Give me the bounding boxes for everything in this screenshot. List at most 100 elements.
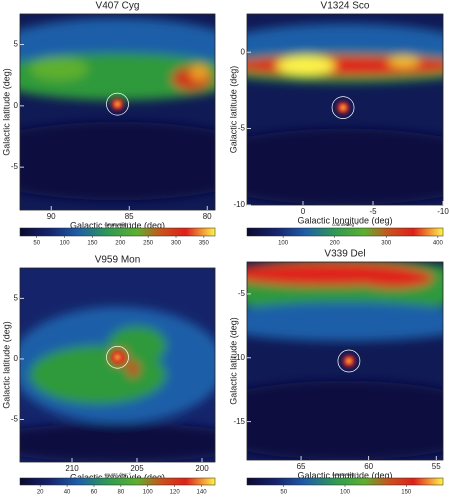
colorbar-tick-label: 350 <box>199 241 210 247</box>
frame <box>19 267 216 463</box>
colorbar-tick-label: 300 <box>381 241 392 247</box>
emission <box>247 23 443 205</box>
panel-title: V959 Mon <box>95 255 141 266</box>
colorbar-tick-label: 60 <box>91 490 98 496</box>
source-ring <box>106 92 129 116</box>
colorbar-tick-label: 400 <box>433 241 444 247</box>
x-tick-label: 60 <box>364 462 373 471</box>
emission-blob <box>189 64 210 81</box>
emission-blob <box>20 423 215 462</box>
colorbar-tick-label: 100 <box>340 490 351 496</box>
colorbar-tick-label: 50 <box>280 490 287 496</box>
emission-blob <box>276 56 336 76</box>
heatmap-image <box>247 262 443 460</box>
x-axis-label: Galactic longitude (deg) <box>297 215 392 225</box>
colorbar <box>246 477 444 486</box>
colorbar-tick-label: 150 <box>87 241 98 247</box>
emission-blob <box>247 380 443 460</box>
colorbar-tick-label: 250 <box>143 241 154 247</box>
x-tick-label: 200 <box>195 464 209 473</box>
emission-blob <box>127 361 139 377</box>
y-tick-label: -10 <box>233 353 245 362</box>
colorbar-tick-label: 100 <box>60 241 71 247</box>
source-ring <box>106 345 129 369</box>
panel: V959 Mon 210 205 200 5 0 -5 Galactic longitude … <box>1 255 216 496</box>
y-tick-label: 5 <box>14 293 19 302</box>
y-tick-label: 0 <box>14 101 19 110</box>
frame <box>246 261 444 461</box>
heatmap-image <box>247 14 443 205</box>
colorbar-tick-label: 300 <box>171 241 182 247</box>
panel-title: V339 Del <box>324 249 365 260</box>
source-ring <box>331 96 355 119</box>
colorbar-tick-label: 200 <box>115 241 126 247</box>
x-tick-label: 205 <box>130 464 144 473</box>
emission-blob <box>20 121 215 201</box>
emission-blob <box>388 56 420 68</box>
x-tick-label: 80 <box>203 212 212 221</box>
emission <box>247 262 443 460</box>
source-ring <box>337 349 361 373</box>
colorbar-tick-label: 140 <box>197 490 208 496</box>
source-core <box>115 101 120 107</box>
colorbar-tick-label: 100 <box>278 241 289 247</box>
y-tick-label: 0 <box>14 354 19 363</box>
x-axis-label: Galactic longitude (deg) <box>297 470 392 480</box>
colorbar-tick-label: 20 <box>37 490 44 496</box>
colorbar-label: counts deg⁻² <box>105 222 131 227</box>
panel: V1324 Sco 0 -5 -10 0 -5 -10 Galactic longitude … <box>228 1 449 247</box>
emission-blob <box>247 128 443 205</box>
x-tick-label: 55 <box>432 462 441 471</box>
panel-title: V407 Cyg <box>96 1 140 12</box>
emission <box>20 306 215 462</box>
y-tick-label: 0 <box>241 47 246 56</box>
colorbar-tick-label: 200 <box>330 241 341 247</box>
colorbar-tick-label: 120 <box>170 490 181 496</box>
x-tick-label: 65 <box>297 462 306 471</box>
x-tick-label: -5 <box>369 207 377 216</box>
y-axis-label: Galactic latitude (deg) <box>228 317 238 405</box>
source-core <box>115 354 120 360</box>
x-tick-label: 85 <box>125 212 134 221</box>
source-core <box>346 358 352 364</box>
panel: V339 Del 65 60 55 -5 -10 -15 Galactic longitude… <box>228 249 444 496</box>
y-tick-label: -5 <box>11 415 19 424</box>
y-tick-label: -5 <box>238 124 246 133</box>
panel-title: V1324 Sco <box>321 1 370 12</box>
source-core <box>340 105 346 111</box>
heatmap-image <box>20 268 215 462</box>
colorbar-label: counts deg⁻² <box>332 222 358 227</box>
colorbar-tick-label: 40 <box>64 490 71 496</box>
y-axis-label: Galactic latitude (deg) <box>1 321 11 409</box>
emission <box>20 17 215 201</box>
x-tick-label: -10 <box>437 207 449 216</box>
y-tick-label: 5 <box>14 40 19 49</box>
emission-blob <box>29 57 89 81</box>
colorbar-tick-label: 50 <box>33 241 40 247</box>
x-tick-label: 210 <box>65 464 79 473</box>
colorbar-label: counts deg⁻² <box>332 472 358 477</box>
colorbar-tick-label: 100 <box>143 490 154 496</box>
colorbar <box>19 477 216 486</box>
frame <box>246 13 444 206</box>
x-tick-label: 0 <box>301 207 306 216</box>
colorbar <box>246 227 444 237</box>
frame <box>19 13 216 211</box>
colorbar-label: counts deg⁻² <box>105 472 131 477</box>
colorbar <box>19 227 216 237</box>
y-tick-label: -15 <box>233 417 245 426</box>
x-axis-label: Galactic longitude (deg) <box>70 472 165 482</box>
y-axis-label: Galactic latitude (deg) <box>228 66 238 154</box>
colorbar-tick-label: 80 <box>118 490 125 496</box>
y-axis-label: Galactic latitude (deg) <box>1 68 11 156</box>
heatmap-image <box>20 14 215 210</box>
y-tick-label: -5 <box>238 289 246 298</box>
emission-blob <box>354 267 434 288</box>
y-tick-label: -10 <box>233 200 245 209</box>
colorbar-tick-label: 150 <box>401 490 412 496</box>
emission-blob <box>247 301 443 342</box>
y-tick-label: -5 <box>11 162 19 171</box>
x-axis-label: Galactic longitude (deg) <box>70 220 165 230</box>
